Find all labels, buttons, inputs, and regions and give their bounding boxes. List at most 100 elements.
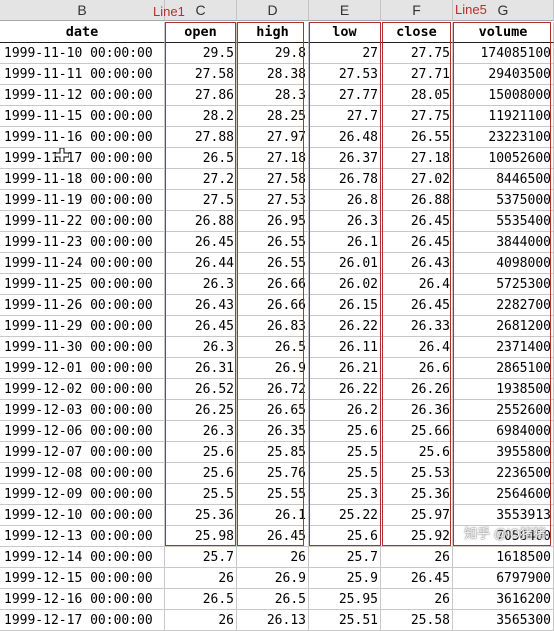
volume-cell[interactable]: 5725300 xyxy=(453,274,554,295)
low-cell[interactable]: 26.8 xyxy=(309,190,381,211)
open-cell[interactable]: 27.58 xyxy=(165,64,237,85)
volume-cell[interactable]: 23223100 xyxy=(453,127,554,148)
low-cell[interactable]: 25.5 xyxy=(309,463,381,484)
low-cell[interactable]: 25.6 xyxy=(309,421,381,442)
high-cell[interactable]: 26.66 xyxy=(237,295,309,316)
date-cell[interactable]: 1999-11-30 00:00:00 xyxy=(0,337,165,358)
volume-cell[interactable]: 3565300 xyxy=(453,610,554,631)
low-cell[interactable]: 27.7 xyxy=(309,106,381,127)
column-header-d[interactable]: D xyxy=(237,0,309,21)
close-cell[interactable]: 28.05 xyxy=(381,85,453,106)
low-cell[interactable]: 25.51 xyxy=(309,610,381,631)
date-cell[interactable]: 1999-11-16 00:00:00 xyxy=(0,127,165,148)
volume-cell[interactable]: 3955800 xyxy=(453,442,554,463)
volume-cell[interactable]: 6797900 xyxy=(453,568,554,589)
open-cell[interactable]: 26 xyxy=(165,568,237,589)
high-cell[interactable]: 28.3 xyxy=(237,85,309,106)
volume-cell[interactable]: 2552600 xyxy=(453,400,554,421)
close-cell[interactable]: 25.58 xyxy=(381,610,453,631)
close-cell[interactable]: 26.4 xyxy=(381,337,453,358)
volume-cell[interactable]: 10052600 xyxy=(453,148,554,169)
volume-cell[interactable]: 8446500 xyxy=(453,169,554,190)
date-cell[interactable]: 1999-11-19 00:00:00 xyxy=(0,190,165,211)
open-cell[interactable]: 27.88 xyxy=(165,127,237,148)
close-cell[interactable]: 26.26 xyxy=(381,379,453,400)
open-cell[interactable]: 25.5 xyxy=(165,484,237,505)
high-cell[interactable]: 26.45 xyxy=(237,526,309,547)
close-cell[interactable]: 25.36 xyxy=(381,484,453,505)
open-cell[interactable]: 26.31 xyxy=(165,358,237,379)
high-cell[interactable]: 26.9 xyxy=(237,358,309,379)
volume-cell[interactable]: 2681200 xyxy=(453,316,554,337)
header-volume-cell[interactable]: volume xyxy=(453,22,554,43)
high-cell[interactable]: 28.38 xyxy=(237,64,309,85)
low-cell[interactable]: 26.15 xyxy=(309,295,381,316)
open-cell[interactable]: 25.98 xyxy=(165,526,237,547)
close-cell[interactable]: 25.97 xyxy=(381,505,453,526)
open-cell[interactable]: 28.2 xyxy=(165,106,237,127)
volume-cell[interactable]: 3616200 xyxy=(453,589,554,610)
close-cell[interactable]: 27.71 xyxy=(381,64,453,85)
volume-cell[interactable]: 2282700 xyxy=(453,295,554,316)
open-cell[interactable]: 26.3 xyxy=(165,274,237,295)
close-cell[interactable]: 25.53 xyxy=(381,463,453,484)
volume-cell[interactable]: 1938500 xyxy=(453,379,554,400)
header-low-cell[interactable]: low xyxy=(309,22,381,43)
column-header-c[interactable]: C xyxy=(165,0,237,21)
open-cell[interactable]: 25.6 xyxy=(165,463,237,484)
low-cell[interactable]: 26.48 xyxy=(309,127,381,148)
column-header-f[interactable]: F xyxy=(381,0,453,21)
high-cell[interactable]: 26.66 xyxy=(237,274,309,295)
open-cell[interactable]: 26.43 xyxy=(165,295,237,316)
open-cell[interactable]: 26.45 xyxy=(165,316,237,337)
volume-cell[interactable]: 2865100 xyxy=(453,358,554,379)
high-cell[interactable]: 26 xyxy=(237,547,309,568)
volume-cell[interactable]: 174085100 xyxy=(453,43,554,64)
open-cell[interactable]: 26.5 xyxy=(165,148,237,169)
high-cell[interactable]: 25.85 xyxy=(237,442,309,463)
high-cell[interactable]: 26.9 xyxy=(237,568,309,589)
high-cell[interactable]: 27.97 xyxy=(237,127,309,148)
open-cell[interactable]: 29.5 xyxy=(165,43,237,64)
date-cell[interactable]: 1999-12-08 00:00:00 xyxy=(0,463,165,484)
low-cell[interactable]: 26.11 xyxy=(309,337,381,358)
low-cell[interactable]: 25.9 xyxy=(309,568,381,589)
high-cell[interactable]: 29.8 xyxy=(237,43,309,64)
date-cell[interactable]: 1999-11-11 00:00:00 xyxy=(0,64,165,85)
high-cell[interactable]: 27.18 xyxy=(237,148,309,169)
close-cell[interactable]: 26.6 xyxy=(381,358,453,379)
high-cell[interactable]: 26.5 xyxy=(237,589,309,610)
high-cell[interactable]: 28.25 xyxy=(237,106,309,127)
high-cell[interactable]: 26.95 xyxy=(237,211,309,232)
close-cell[interactable]: 25.6 xyxy=(381,442,453,463)
open-cell[interactable]: 26.3 xyxy=(165,421,237,442)
close-cell[interactable]: 26.45 xyxy=(381,295,453,316)
date-cell[interactable]: 1999-12-07 00:00:00 xyxy=(0,442,165,463)
low-cell[interactable]: 26.21 xyxy=(309,358,381,379)
date-cell[interactable]: 1999-12-02 00:00:00 xyxy=(0,379,165,400)
low-cell[interactable]: 25.3 xyxy=(309,484,381,505)
close-cell[interactable]: 26.55 xyxy=(381,127,453,148)
volume-cell[interactable]: 2236500 xyxy=(453,463,554,484)
open-cell[interactable]: 27.5 xyxy=(165,190,237,211)
header-date-cell[interactable]: date xyxy=(0,22,165,43)
date-cell[interactable]: 1999-11-23 00:00:00 xyxy=(0,232,165,253)
low-cell[interactable]: 26.2 xyxy=(309,400,381,421)
low-cell[interactable]: 26.01 xyxy=(309,253,381,274)
low-cell[interactable]: 26.22 xyxy=(309,316,381,337)
date-cell[interactable]: 1999-11-29 00:00:00 xyxy=(0,316,165,337)
close-cell[interactable]: 26.88 xyxy=(381,190,453,211)
high-cell[interactable]: 26.55 xyxy=(237,253,309,274)
volume-cell[interactable]: 2564600 xyxy=(453,484,554,505)
high-cell[interactable]: 25.55 xyxy=(237,484,309,505)
date-cell[interactable]: 1999-11-22 00:00:00 xyxy=(0,211,165,232)
date-cell[interactable]: 1999-12-17 00:00:00 xyxy=(0,610,165,631)
date-cell[interactable]: 1999-12-10 00:00:00 xyxy=(0,505,165,526)
close-cell[interactable]: 27.18 xyxy=(381,148,453,169)
header-close-cell[interactable]: close xyxy=(381,22,453,43)
volume-cell[interactable]: 5535400 xyxy=(453,211,554,232)
close-cell[interactable]: 26.45 xyxy=(381,211,453,232)
low-cell[interactable]: 27 xyxy=(309,43,381,64)
low-cell[interactable]: 26.37 xyxy=(309,148,381,169)
header-open-cell[interactable]: open xyxy=(165,22,237,43)
